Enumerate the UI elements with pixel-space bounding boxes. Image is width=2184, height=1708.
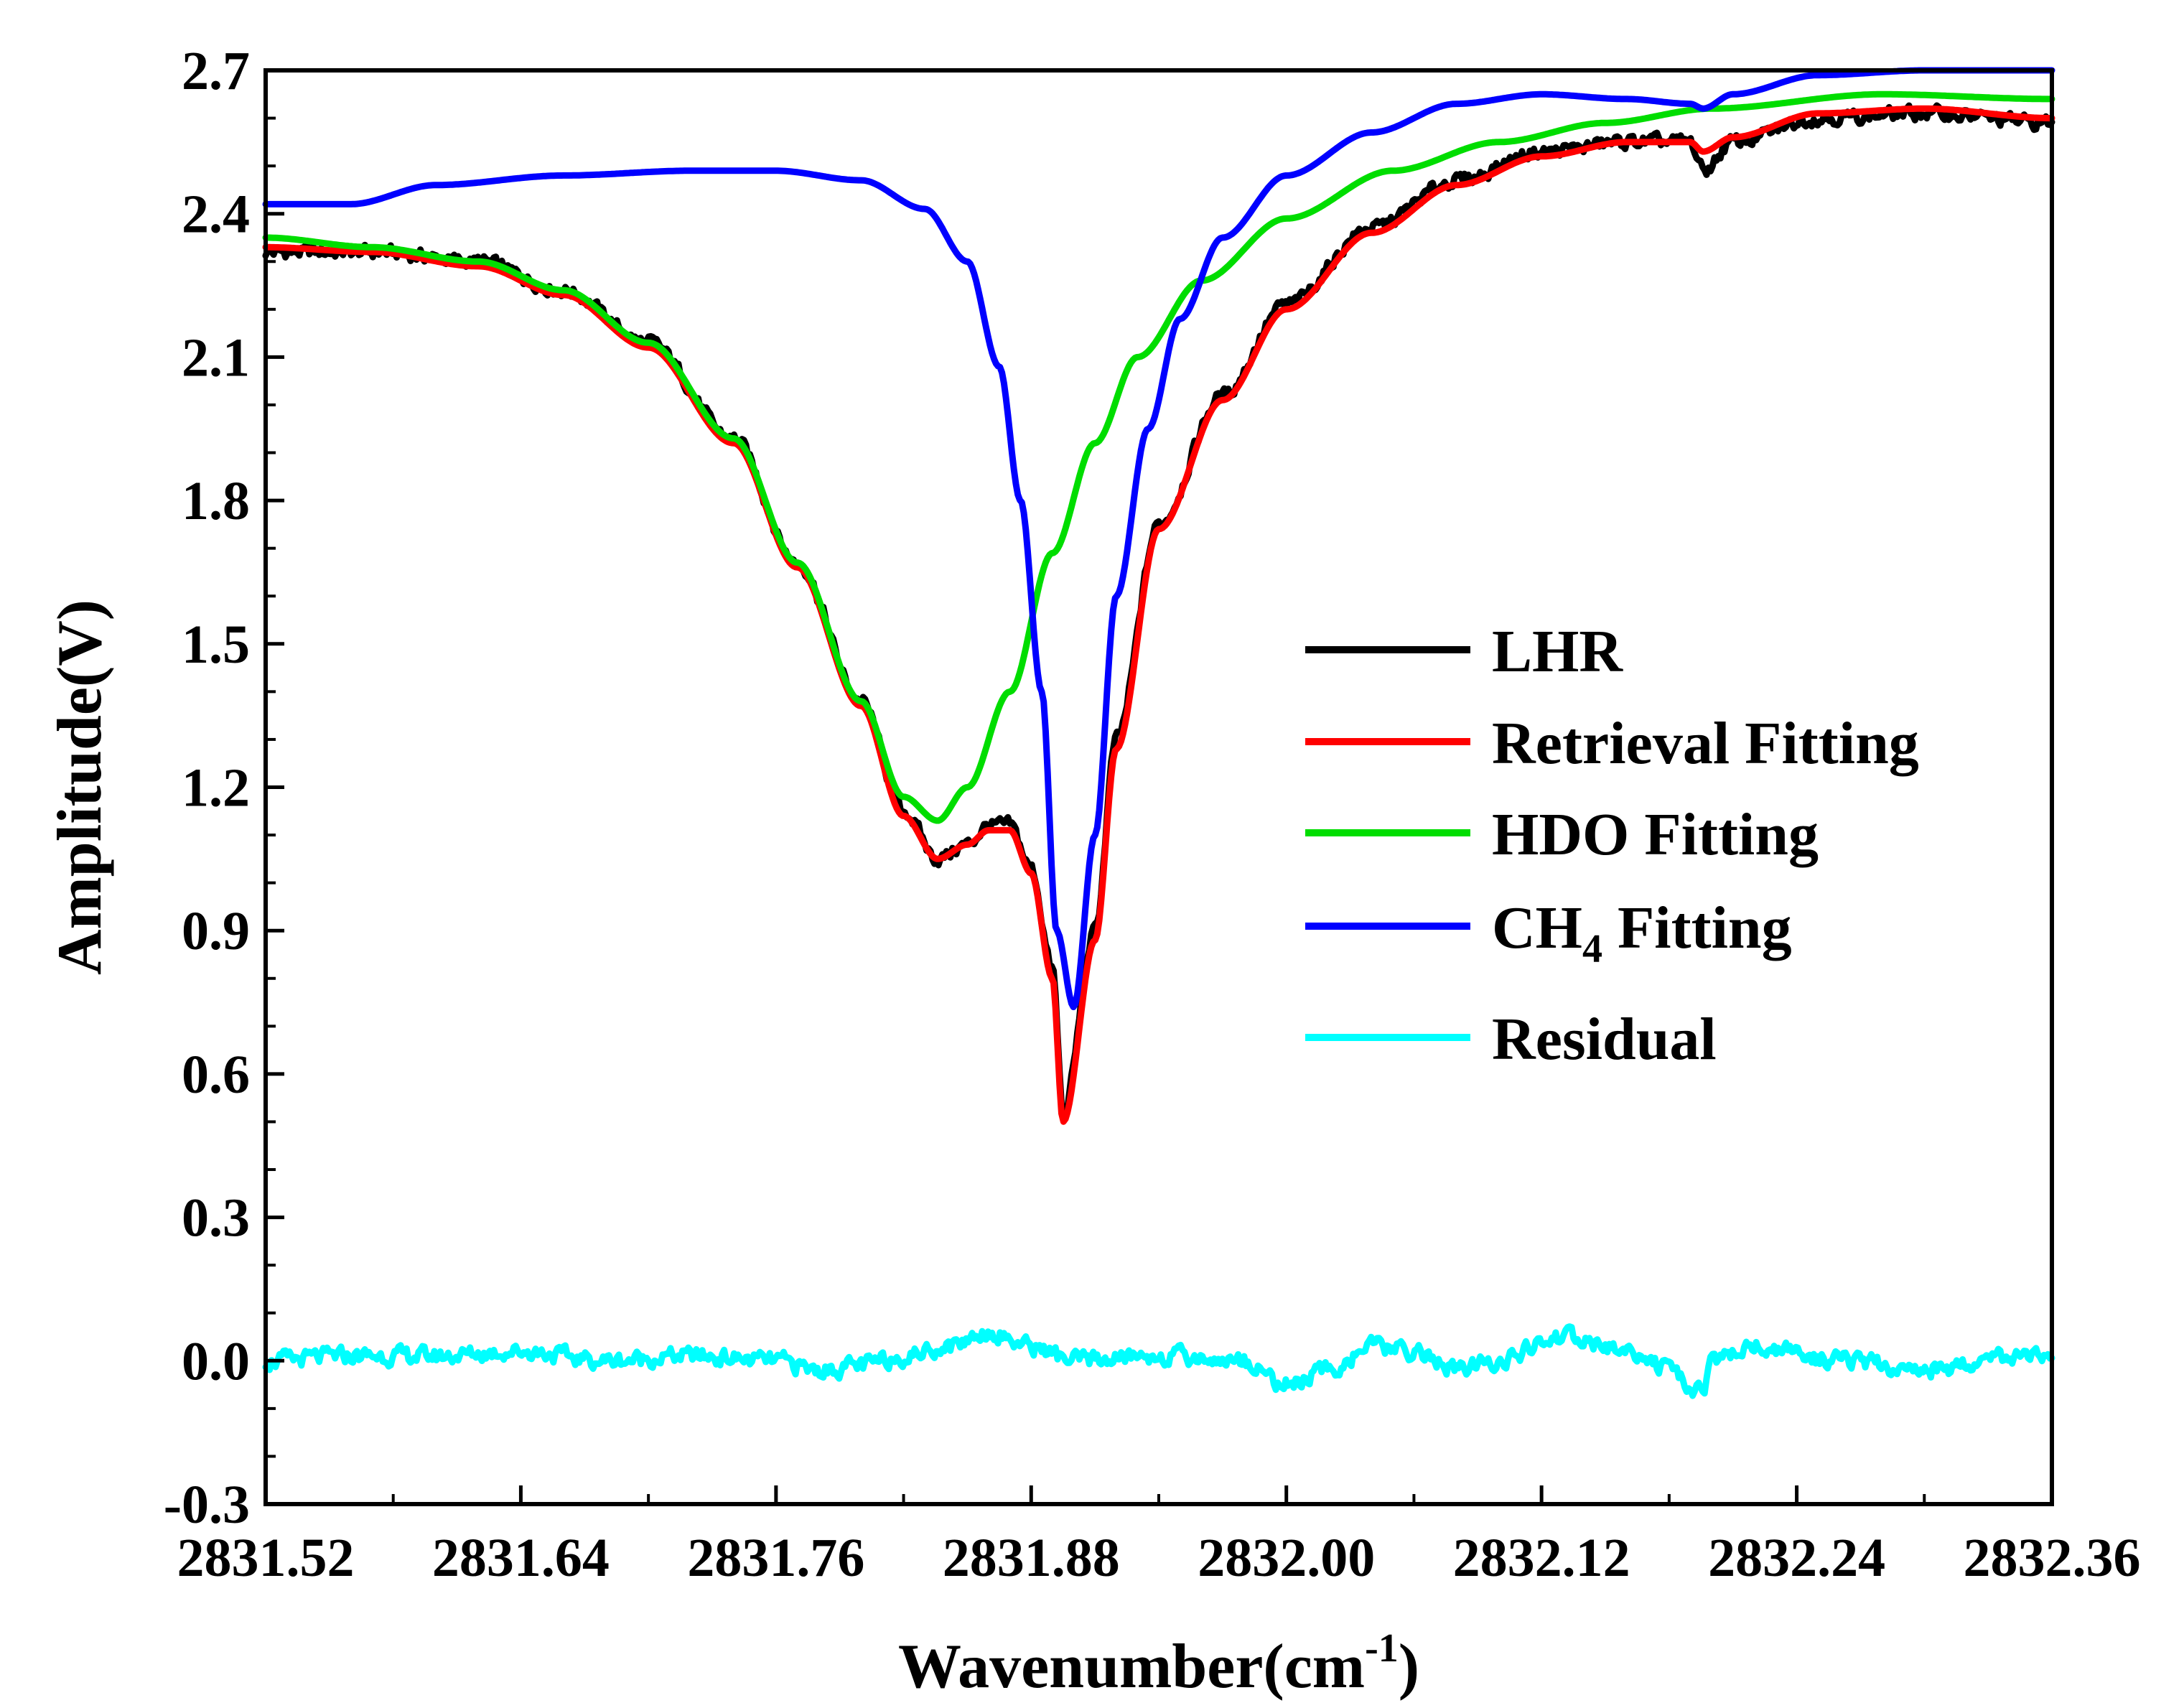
y-axis-title: Amplitude(V) (45, 599, 115, 975)
x-tick-label: 2831.52 (177, 1528, 355, 1588)
x-axis-title: Wavenumber(cm-1) (898, 1626, 1419, 1702)
y-tick-label: 2.1 (182, 327, 250, 388)
series-line (262, 67, 2055, 1011)
y-tick-label: 1.5 (182, 615, 250, 675)
x-tick-label: 2832.00 (1198, 1528, 1375, 1588)
x-tick-label: 2831.76 (687, 1528, 864, 1588)
legend-label: Residual (1492, 1006, 1717, 1073)
series-line (262, 90, 2055, 824)
series-line (262, 1323, 2055, 1399)
x-axis-title-close: ) (1399, 1632, 1419, 1702)
y-tick-label: 1.8 (182, 471, 250, 531)
y-tick-label: 0.9 (182, 901, 250, 961)
legend: LHR Retrieval Fitting HDO Fitting CH4 Fitti… (1305, 618, 1919, 1073)
legend-label: CH4 Fitting (1492, 895, 1792, 971)
axis-ticks: -0.3 0.0 0.3 0.6 0.9 1.2 1.5 1.8 2.1 2.4 2.7 2831.5… (164, 41, 2141, 1588)
x-axis-title-main: Wavenumber(cm (898, 1632, 1365, 1702)
legend-label: HDO Fitting (1492, 801, 1819, 868)
y-tick-label: 0.0 (182, 1331, 250, 1391)
x-tick-label: 2832.12 (1453, 1528, 1630, 1588)
y-tick-label: 2.7 (182, 41, 250, 101)
x-tick-label: 2832.24 (1708, 1528, 1885, 1588)
series-layer (262, 67, 2055, 1399)
y-tick-label: 2.4 (182, 185, 250, 245)
x-tick-label: 2831.88 (943, 1528, 1120, 1588)
y-tick-label: 1.2 (182, 758, 250, 818)
legend-label: Retrieval Fitting (1492, 710, 1919, 777)
legend-label: LHR (1492, 618, 1623, 685)
x-tick-label: 2832.36 (1964, 1528, 2141, 1588)
y-tick-label: 0.3 (182, 1188, 250, 1249)
y-tick-label: -0.3 (164, 1475, 250, 1535)
x-axis-title-superscript: -1 (1365, 1626, 1399, 1671)
x-tick-label: 2831.64 (432, 1528, 610, 1588)
series-line (262, 105, 2055, 1125)
y-tick-label: 0.6 (182, 1045, 250, 1105)
